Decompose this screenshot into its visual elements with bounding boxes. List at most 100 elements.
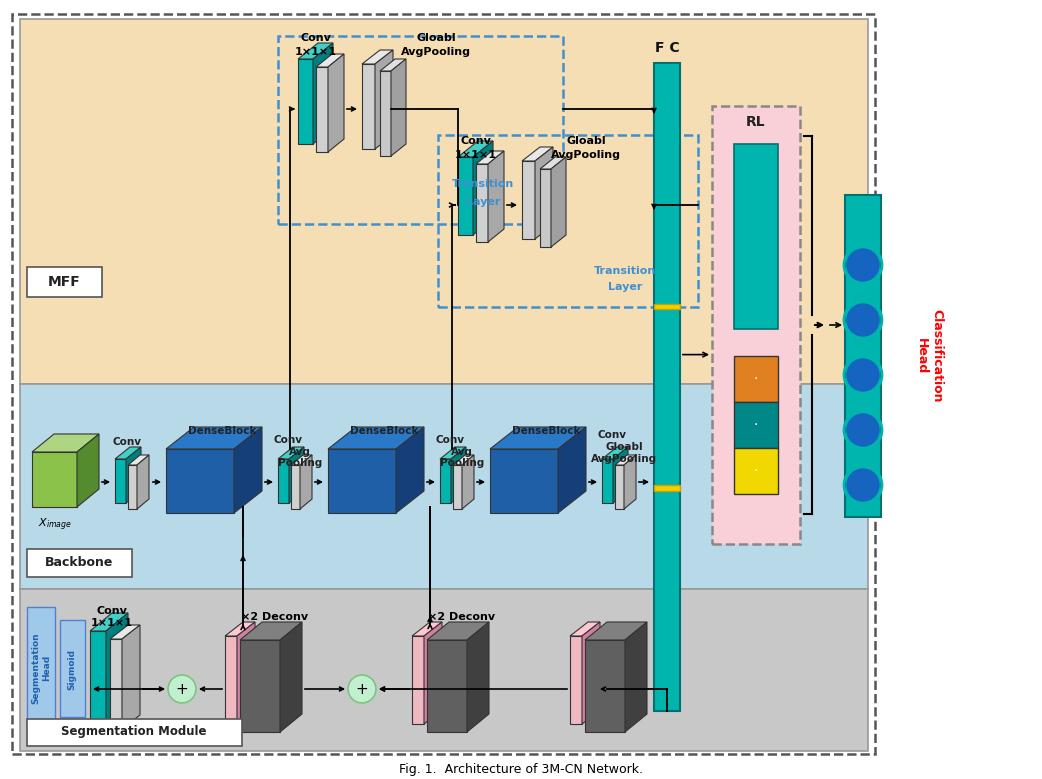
- Polygon shape: [240, 622, 302, 640]
- Polygon shape: [570, 636, 582, 724]
- Bar: [20, 19, 868, 384]
- Text: DenseBlock: DenseBlock: [188, 426, 256, 436]
- Polygon shape: [522, 161, 535, 239]
- Text: Layer: Layer: [609, 282, 642, 292]
- Text: +: +: [355, 682, 369, 696]
- Polygon shape: [122, 625, 140, 729]
- Polygon shape: [115, 447, 141, 459]
- Polygon shape: [490, 427, 586, 449]
- Polygon shape: [424, 622, 442, 724]
- Polygon shape: [585, 622, 647, 640]
- Bar: [654, 485, 680, 491]
- Circle shape: [847, 469, 879, 501]
- Polygon shape: [316, 54, 344, 67]
- Text: Conv: Conv: [273, 435, 302, 445]
- Polygon shape: [328, 427, 424, 449]
- Polygon shape: [613, 447, 628, 503]
- Polygon shape: [234, 427, 262, 513]
- Polygon shape: [467, 622, 489, 732]
- Text: ·: ·: [753, 464, 759, 478]
- Polygon shape: [291, 455, 312, 465]
- Polygon shape: [396, 427, 424, 513]
- Polygon shape: [300, 455, 312, 509]
- Polygon shape: [462, 455, 474, 509]
- Bar: [734, 402, 778, 448]
- Polygon shape: [115, 459, 126, 503]
- Polygon shape: [551, 157, 566, 247]
- Polygon shape: [625, 622, 647, 732]
- Text: Pooling: Pooling: [440, 458, 485, 468]
- Polygon shape: [476, 151, 504, 164]
- Polygon shape: [570, 622, 600, 636]
- Text: Pooling: Pooling: [278, 458, 322, 468]
- Polygon shape: [453, 465, 462, 509]
- Text: MFF: MFF: [48, 275, 80, 289]
- Polygon shape: [535, 147, 553, 239]
- Polygon shape: [412, 622, 442, 636]
- Text: Gloabl: Gloabl: [566, 136, 605, 146]
- Text: Fig. 1.  Architecture of 3M-CN Network.: Fig. 1. Architecture of 3M-CN Network.: [399, 763, 643, 776]
- Circle shape: [847, 304, 879, 336]
- Text: DenseBlock: DenseBlock: [350, 426, 418, 436]
- Polygon shape: [375, 50, 393, 149]
- Polygon shape: [585, 640, 625, 732]
- Circle shape: [847, 249, 879, 281]
- Circle shape: [847, 359, 879, 391]
- Polygon shape: [328, 449, 396, 513]
- Text: ·: ·: [753, 418, 759, 432]
- Bar: [278, 36, 563, 224]
- Text: 1×1×1: 1×1×1: [455, 150, 497, 160]
- Text: ·: ·: [753, 372, 759, 386]
- Polygon shape: [298, 59, 313, 144]
- Polygon shape: [225, 622, 255, 636]
- Polygon shape: [32, 452, 77, 507]
- Bar: [734, 356, 778, 402]
- Polygon shape: [225, 636, 237, 724]
- Polygon shape: [110, 639, 122, 729]
- Polygon shape: [615, 465, 624, 509]
- Bar: [654, 63, 680, 711]
- Text: Gloabl: Gloabl: [605, 442, 643, 452]
- Text: 1×1×1: 1×1×1: [91, 618, 133, 628]
- Text: AvgPooling: AvgPooling: [591, 454, 658, 464]
- Polygon shape: [522, 147, 553, 161]
- Text: Layer: Layer: [466, 197, 500, 207]
- Text: Sigmoid: Sigmoid: [68, 648, 76, 689]
- Polygon shape: [440, 459, 451, 503]
- Polygon shape: [166, 427, 262, 449]
- Text: AvgPooling: AvgPooling: [401, 47, 471, 57]
- Text: Transition: Transition: [452, 179, 515, 189]
- Polygon shape: [313, 43, 333, 144]
- Polygon shape: [328, 54, 344, 152]
- Bar: [845, 195, 880, 517]
- Bar: [20, 589, 868, 751]
- Polygon shape: [380, 59, 406, 71]
- Text: Avg: Avg: [289, 447, 311, 457]
- Polygon shape: [490, 449, 559, 513]
- Polygon shape: [90, 631, 106, 721]
- Polygon shape: [488, 151, 504, 242]
- Circle shape: [847, 414, 879, 446]
- Polygon shape: [280, 622, 302, 732]
- Polygon shape: [458, 157, 473, 235]
- Polygon shape: [473, 141, 493, 235]
- Polygon shape: [602, 447, 628, 459]
- Polygon shape: [540, 169, 551, 247]
- Polygon shape: [476, 164, 488, 242]
- Polygon shape: [624, 455, 636, 509]
- Polygon shape: [128, 455, 149, 465]
- Text: Avg: Avg: [451, 447, 473, 457]
- Bar: [27, 719, 242, 746]
- Polygon shape: [278, 447, 304, 459]
- Bar: [712, 106, 800, 544]
- Text: ×2 Deconv: ×2 Deconv: [242, 612, 308, 622]
- Polygon shape: [106, 613, 128, 721]
- Polygon shape: [458, 141, 493, 157]
- Polygon shape: [540, 157, 566, 169]
- Circle shape: [348, 675, 376, 703]
- Polygon shape: [291, 465, 300, 509]
- Polygon shape: [237, 622, 255, 724]
- Polygon shape: [615, 455, 636, 465]
- Polygon shape: [380, 71, 391, 156]
- Polygon shape: [278, 459, 289, 503]
